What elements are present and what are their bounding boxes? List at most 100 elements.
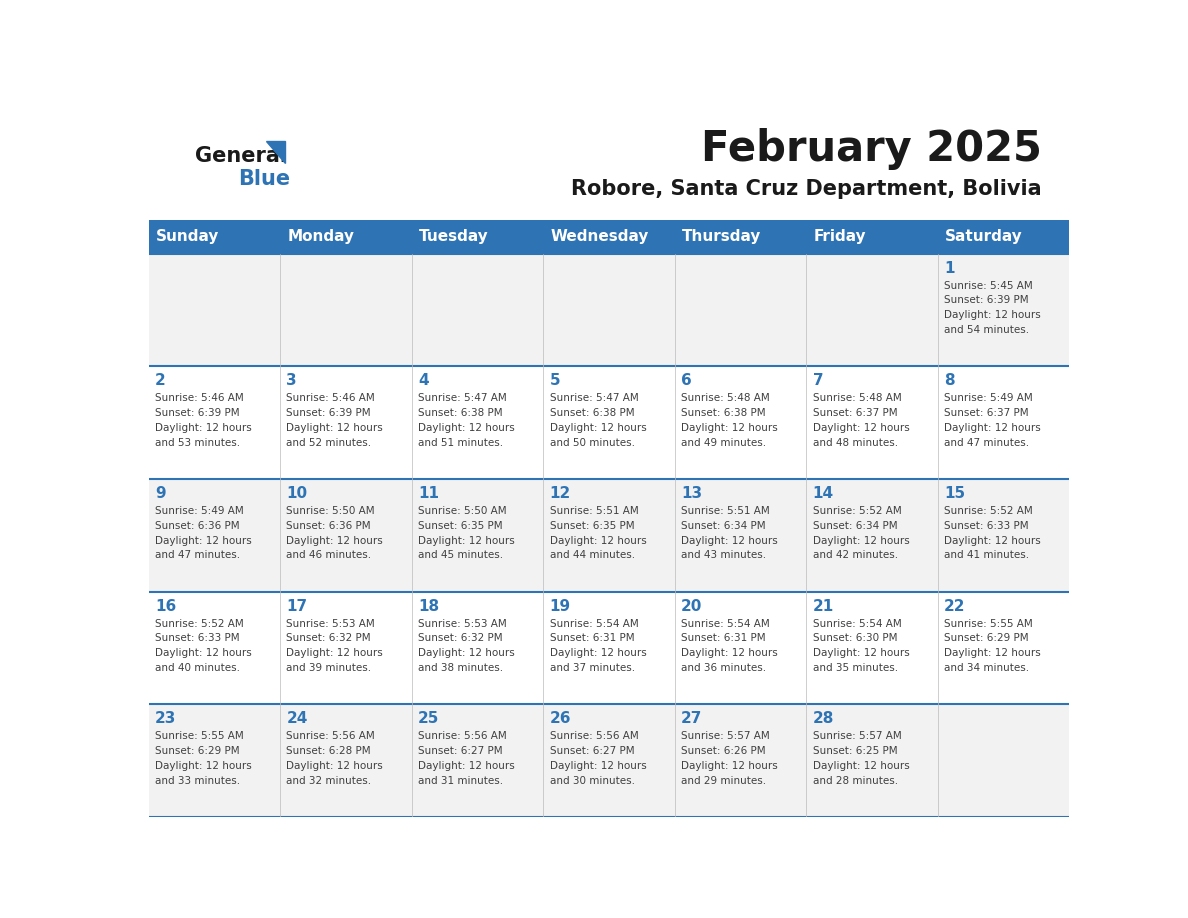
Text: 22: 22 xyxy=(944,599,966,614)
Text: and 46 minutes.: and 46 minutes. xyxy=(286,551,372,560)
Text: Daylight: 12 hours: Daylight: 12 hours xyxy=(550,423,646,433)
Text: and 34 minutes.: and 34 minutes. xyxy=(944,663,1029,673)
Text: Daylight: 12 hours: Daylight: 12 hours xyxy=(550,648,646,658)
Text: 1: 1 xyxy=(944,261,955,275)
Text: Sunset: 6:31 PM: Sunset: 6:31 PM xyxy=(681,633,766,644)
Text: Sunset: 6:30 PM: Sunset: 6:30 PM xyxy=(813,633,897,644)
Text: 14: 14 xyxy=(813,486,834,501)
Text: Sunrise: 5:49 AM: Sunrise: 5:49 AM xyxy=(154,506,244,516)
Text: and 36 minutes.: and 36 minutes. xyxy=(681,663,766,673)
Text: Sunrise: 5:54 AM: Sunrise: 5:54 AM xyxy=(681,619,770,629)
Text: Daylight: 12 hours: Daylight: 12 hours xyxy=(154,761,252,771)
Bar xyxy=(148,253,280,366)
Text: 27: 27 xyxy=(681,711,702,726)
Text: and 32 minutes.: and 32 minutes. xyxy=(286,776,372,786)
Text: Sunrise: 5:52 AM: Sunrise: 5:52 AM xyxy=(154,619,244,629)
Text: Sunset: 6:26 PM: Sunset: 6:26 PM xyxy=(681,746,766,756)
Text: 2: 2 xyxy=(154,374,165,388)
Text: Sunrise: 5:48 AM: Sunrise: 5:48 AM xyxy=(681,393,770,403)
Bar xyxy=(675,704,807,817)
Text: and 47 minutes.: and 47 minutes. xyxy=(154,551,240,560)
Text: Daylight: 12 hours: Daylight: 12 hours xyxy=(681,535,778,545)
Text: 18: 18 xyxy=(418,599,440,614)
Text: Sunrise: 5:51 AM: Sunrise: 5:51 AM xyxy=(681,506,770,516)
Bar xyxy=(411,366,543,479)
Text: 25: 25 xyxy=(418,711,440,726)
Text: 17: 17 xyxy=(286,599,308,614)
Text: Daylight: 12 hours: Daylight: 12 hours xyxy=(286,648,384,658)
Bar xyxy=(675,592,807,704)
Text: and 38 minutes.: and 38 minutes. xyxy=(418,663,504,673)
Text: Daylight: 12 hours: Daylight: 12 hours xyxy=(813,648,909,658)
Text: Sunset: 6:31 PM: Sunset: 6:31 PM xyxy=(550,633,634,644)
Text: Sunrise: 5:57 AM: Sunrise: 5:57 AM xyxy=(813,732,902,741)
Bar xyxy=(675,366,807,479)
Text: 7: 7 xyxy=(813,374,823,388)
Text: and 48 minutes.: and 48 minutes. xyxy=(813,438,898,448)
Text: Daylight: 12 hours: Daylight: 12 hours xyxy=(286,535,384,545)
Text: 19: 19 xyxy=(550,599,570,614)
Bar xyxy=(411,704,543,817)
Bar xyxy=(148,479,280,592)
Text: Sunset: 6:34 PM: Sunset: 6:34 PM xyxy=(813,521,897,531)
Text: Daylight: 12 hours: Daylight: 12 hours xyxy=(154,535,252,545)
Text: Sunrise: 5:55 AM: Sunrise: 5:55 AM xyxy=(944,619,1032,629)
Text: Sunrise: 5:49 AM: Sunrise: 5:49 AM xyxy=(944,393,1032,403)
Text: and 51 minutes.: and 51 minutes. xyxy=(418,438,504,448)
Text: Sunset: 6:36 PM: Sunset: 6:36 PM xyxy=(286,521,371,531)
Text: 15: 15 xyxy=(944,486,965,501)
Bar xyxy=(148,704,280,817)
Text: Sunrise: 5:53 AM: Sunrise: 5:53 AM xyxy=(418,619,507,629)
Bar xyxy=(675,479,807,592)
Bar xyxy=(807,704,937,817)
Text: and 42 minutes.: and 42 minutes. xyxy=(813,551,898,560)
Text: Sunrise: 5:52 AM: Sunrise: 5:52 AM xyxy=(813,506,902,516)
Text: Sunrise: 5:57 AM: Sunrise: 5:57 AM xyxy=(681,732,770,741)
Text: and 52 minutes.: and 52 minutes. xyxy=(286,438,372,448)
Text: General: General xyxy=(195,146,286,166)
Text: Sunrise: 5:51 AM: Sunrise: 5:51 AM xyxy=(550,506,638,516)
Text: Daylight: 12 hours: Daylight: 12 hours xyxy=(944,648,1041,658)
Text: 4: 4 xyxy=(418,374,429,388)
Bar xyxy=(280,592,411,704)
Bar xyxy=(675,253,807,366)
Text: 11: 11 xyxy=(418,486,440,501)
Text: Saturday: Saturday xyxy=(944,230,1023,244)
Text: Sunset: 6:32 PM: Sunset: 6:32 PM xyxy=(286,633,371,644)
Bar xyxy=(937,366,1069,479)
Bar xyxy=(543,592,675,704)
Bar xyxy=(543,253,675,366)
Text: Friday: Friday xyxy=(814,230,866,244)
Text: and 35 minutes.: and 35 minutes. xyxy=(813,663,898,673)
Text: 12: 12 xyxy=(550,486,570,501)
Text: Sunset: 6:39 PM: Sunset: 6:39 PM xyxy=(286,408,371,418)
Text: and 29 minutes.: and 29 minutes. xyxy=(681,776,766,786)
Text: Robore, Santa Cruz Department, Bolivia: Robore, Santa Cruz Department, Bolivia xyxy=(571,179,1042,199)
Bar xyxy=(280,479,411,592)
Text: Sunrise: 5:50 AM: Sunrise: 5:50 AM xyxy=(418,506,506,516)
Text: Daylight: 12 hours: Daylight: 12 hours xyxy=(813,761,909,771)
Text: 8: 8 xyxy=(944,374,955,388)
Text: and 53 minutes.: and 53 minutes. xyxy=(154,438,240,448)
Polygon shape xyxy=(266,140,285,163)
Text: Sunrise: 5:54 AM: Sunrise: 5:54 AM xyxy=(813,619,902,629)
Bar xyxy=(807,479,937,592)
Text: Daylight: 12 hours: Daylight: 12 hours xyxy=(418,535,514,545)
Bar xyxy=(148,366,280,479)
Text: Daylight: 12 hours: Daylight: 12 hours xyxy=(286,761,384,771)
Bar xyxy=(807,592,937,704)
Text: Sunrise: 5:45 AM: Sunrise: 5:45 AM xyxy=(944,281,1032,290)
Text: Sunset: 6:38 PM: Sunset: 6:38 PM xyxy=(550,408,634,418)
Text: and 49 minutes.: and 49 minutes. xyxy=(681,438,766,448)
Text: Sunset: 6:33 PM: Sunset: 6:33 PM xyxy=(944,521,1029,531)
Text: Sunset: 6:36 PM: Sunset: 6:36 PM xyxy=(154,521,240,531)
Text: Sunrise: 5:48 AM: Sunrise: 5:48 AM xyxy=(813,393,902,403)
Text: Sunrise: 5:50 AM: Sunrise: 5:50 AM xyxy=(286,506,375,516)
Text: 3: 3 xyxy=(286,374,297,388)
Text: and 40 minutes.: and 40 minutes. xyxy=(154,663,240,673)
Text: Sunset: 6:37 PM: Sunset: 6:37 PM xyxy=(944,408,1029,418)
Text: Daylight: 12 hours: Daylight: 12 hours xyxy=(681,423,778,433)
Text: 23: 23 xyxy=(154,711,176,726)
Text: 5: 5 xyxy=(550,374,561,388)
Text: and 33 minutes.: and 33 minutes. xyxy=(154,776,240,786)
